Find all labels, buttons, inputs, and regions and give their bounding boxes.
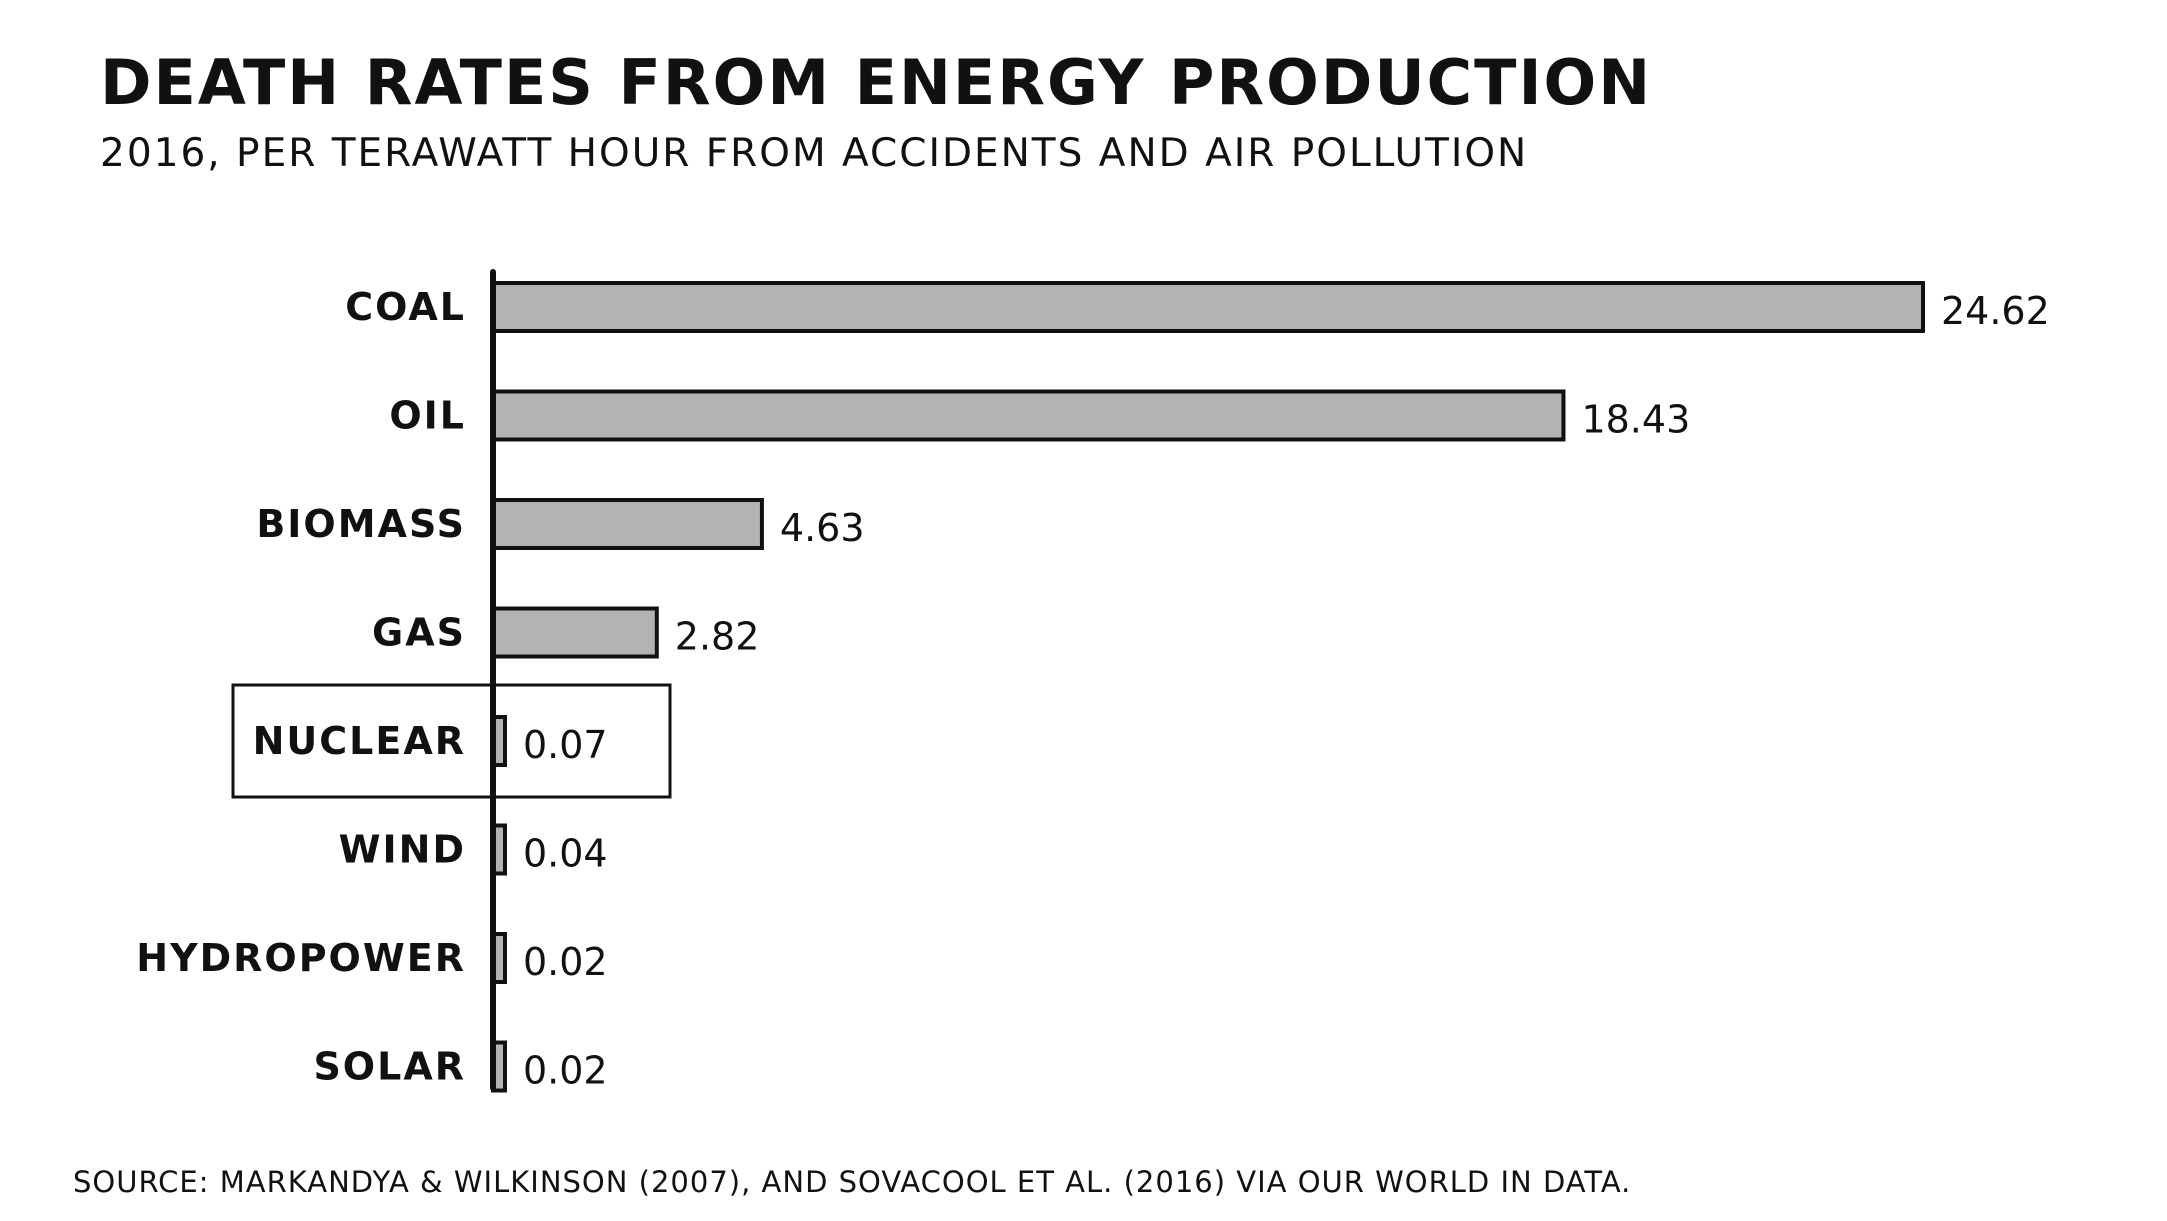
source-note: SOURCE: MARKANDYA & WILKINSON (2007), AN… (73, 1165, 1632, 1199)
chart-title: DEATH RATES FROM ENERGY PRODUCTION (100, 46, 1653, 119)
category-label-coal: COAL (345, 285, 466, 329)
chart-subtitle: 2016, PER TERAWATT HOUR FROM ACCIDENTS A… (100, 131, 1529, 176)
category-label-wind: WIND (339, 828, 466, 872)
category-label-biomass: BIOMASS (256, 502, 466, 546)
highlight-box-nuclear (231, 683, 672, 799)
bar-biomass (491, 498, 764, 550)
value-label-solar: 0.02 (523, 1049, 608, 1093)
value-label-oil: 18.43 (1581, 398, 1690, 442)
value-label-wind: 0.04 (523, 832, 608, 876)
bar-oil (491, 389, 1566, 442)
category-label-gas: GAS (372, 611, 466, 655)
value-label-hydropower: 0.02 (523, 940, 608, 984)
category-label-solar: SOLAR (313, 1045, 466, 1089)
category-label-oil: OIL (389, 394, 466, 438)
value-label-gas: 2.82 (675, 615, 760, 659)
bar-coal (491, 281, 1925, 333)
value-label-nuclear: 0.07 (523, 723, 608, 767)
value-label-coal: 24.62 (1941, 289, 2050, 333)
value-label-biomass: 4.63 (780, 506, 865, 550)
category-label-nuclear: NUCLEAR (253, 719, 466, 763)
category-label-hydropower: HYDROPOWER (136, 936, 466, 980)
bar-gas (491, 606, 659, 659)
